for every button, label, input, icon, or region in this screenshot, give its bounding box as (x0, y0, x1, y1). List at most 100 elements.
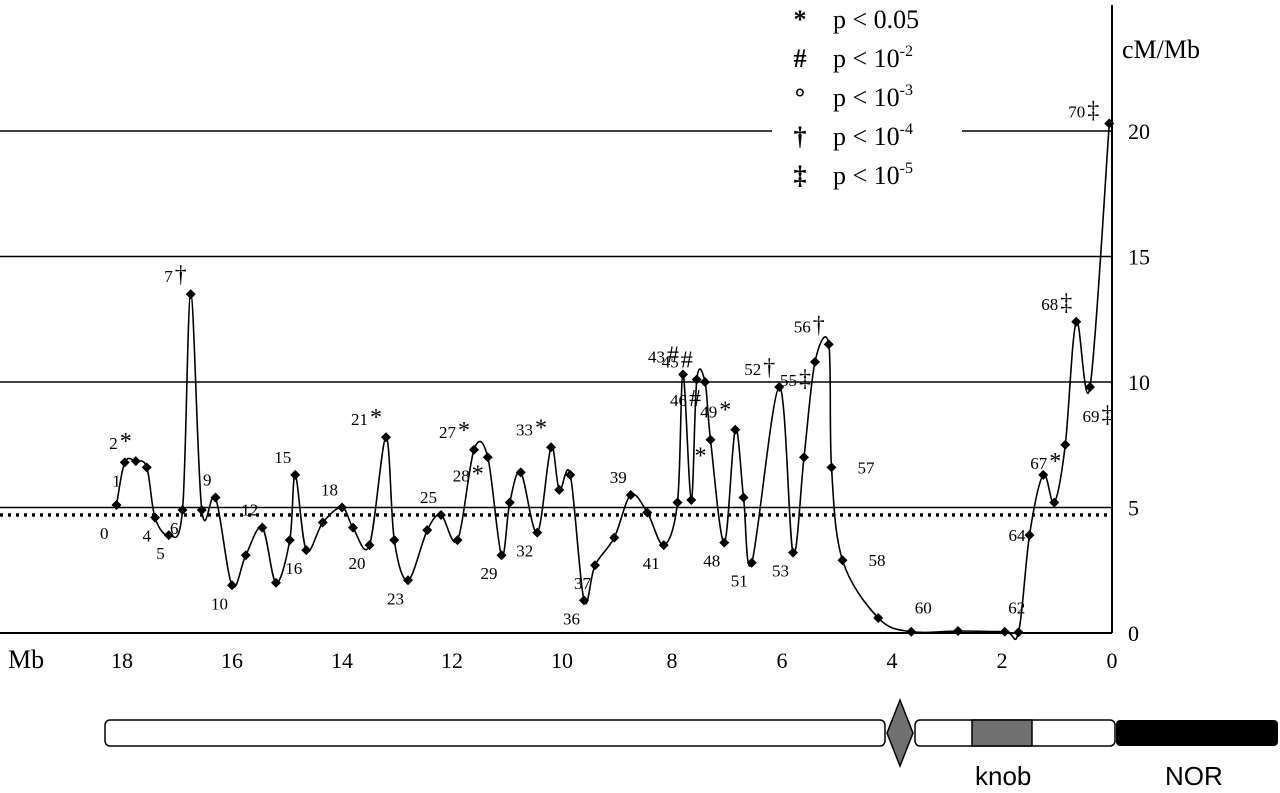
point-label: 21* (351, 405, 382, 431)
data-point-45 (691, 374, 702, 385)
significance-symbol: # (681, 347, 693, 373)
point-label: * (695, 444, 707, 470)
data-point-65 (1038, 469, 1049, 480)
data-point-54 (799, 452, 809, 463)
point-label: 51 (731, 572, 748, 591)
point-label: 33* (516, 415, 547, 441)
point-label: 53 (772, 562, 789, 581)
point-label: 12 (241, 501, 258, 520)
nor-block (1116, 720, 1278, 746)
significance-symbol: † (763, 355, 775, 381)
point-label: 56† (794, 312, 825, 338)
data-point-29 (496, 550, 507, 561)
point-label: 48 (703, 552, 720, 571)
x-tick-label: 10 (551, 648, 573, 673)
point-label: 67* (1030, 449, 1061, 475)
legend-entry-text: p < 10-5 (833, 160, 913, 190)
centromere-marker (886, 697, 914, 769)
point-label: 62 (1008, 599, 1025, 618)
knob-block (971, 719, 1033, 747)
data-point-19 (348, 522, 358, 533)
significance-symbol: * (370, 405, 382, 431)
data-point-52 (774, 382, 785, 393)
data-point-62 (999, 626, 1010, 637)
x-tick-label: 8 (667, 648, 678, 673)
significance-symbol: # (689, 386, 701, 412)
x-tick-label: 4 (887, 648, 898, 673)
chromosome-map: knob NOR (104, 697, 1278, 791)
data-point-49 (730, 424, 741, 435)
data-point-61 (953, 625, 963, 636)
data-point-39 (625, 489, 636, 500)
x-tick-label: 18 (111, 648, 133, 673)
data-point-9 (210, 492, 221, 503)
data-point-6 (177, 505, 188, 516)
data-point-18 (337, 502, 347, 513)
significance-symbol: * (458, 418, 470, 444)
significance-symbol: ‡ (1060, 290, 1072, 316)
data-point-2 (130, 456, 141, 467)
point-label: 49* (700, 398, 731, 424)
chromosome-arm-bar (104, 719, 886, 747)
point-label: 60 (915, 599, 932, 618)
x-tick-label: 2 (997, 648, 1008, 673)
point-label: 5 (156, 544, 165, 563)
legend-symbol: # (794, 44, 807, 73)
data-point-43 (678, 369, 688, 380)
point-labels: 0 1 2* 456 7† 9 10 12 15 16 18 20 21* 23 25 27* 28* 29 32 3… (100, 97, 1114, 628)
point-label: 64 (1009, 526, 1027, 545)
data-point-47 (705, 434, 716, 445)
point-label: 68‡ (1041, 290, 1072, 316)
data-point-15 (290, 469, 301, 480)
data-point-41 (658, 540, 669, 551)
legend-entry-text: p < 10-3 (833, 82, 913, 112)
point-label: 0 (100, 524, 109, 543)
x-axis-title: Mb (8, 645, 44, 674)
data-point-25 (436, 510, 446, 521)
y-tick-label: 15 (1128, 245, 1150, 270)
data-point-28 (482, 452, 493, 463)
data-point-38 (609, 532, 620, 543)
data-point-21 (381, 432, 391, 443)
point-label: 7† (164, 262, 187, 288)
data-point-16 (301, 545, 312, 556)
data-point-51 (746, 557, 757, 568)
y-axis-title: cM/Mb (1122, 35, 1200, 64)
significance-symbol: * (695, 444, 707, 470)
data-point-60 (906, 626, 917, 637)
data-point-68 (1071, 316, 1082, 327)
data-point-44 (686, 494, 697, 505)
series-line (115, 123, 1111, 641)
point-label: 46# (670, 386, 701, 412)
data-point-40 (642, 507, 653, 518)
point-label: 9 (203, 470, 212, 489)
point-label: 58 (869, 551, 886, 570)
data-point-11 (240, 550, 251, 561)
data-point-23 (403, 575, 413, 586)
legend-symbol: ° (795, 83, 805, 112)
point-label: 55‡ (780, 366, 811, 392)
legend: * p < 0.05 # p < 10-2 ° p < 10-3 † p < 10-4 ‡ p <… (794, 5, 920, 190)
legend-entry-text: p < 10-4 (833, 121, 913, 151)
legend-background (772, 0, 962, 205)
point-label: 20 (349, 554, 366, 573)
point-label: 43# (648, 342, 679, 368)
x-tick-label: 6 (777, 648, 788, 673)
y-tick-label: 10 (1128, 370, 1150, 395)
data-points (111, 118, 1115, 638)
legend-exponent: -2 (900, 43, 913, 60)
x-tick-label: 0 (1107, 648, 1118, 673)
data-point-7 (185, 289, 196, 300)
point-label: 1 (112, 471, 121, 490)
data-point-66 (1049, 497, 1060, 508)
point-label: 41 (643, 554, 660, 573)
data-point-0 (111, 499, 122, 510)
data-point-10 (227, 580, 237, 591)
point-label: 16 (285, 559, 302, 578)
point-label: 6 (170, 519, 179, 538)
data-point-4 (150, 512, 160, 523)
data-point-13 (271, 577, 281, 588)
data-point-50 (738, 492, 749, 503)
